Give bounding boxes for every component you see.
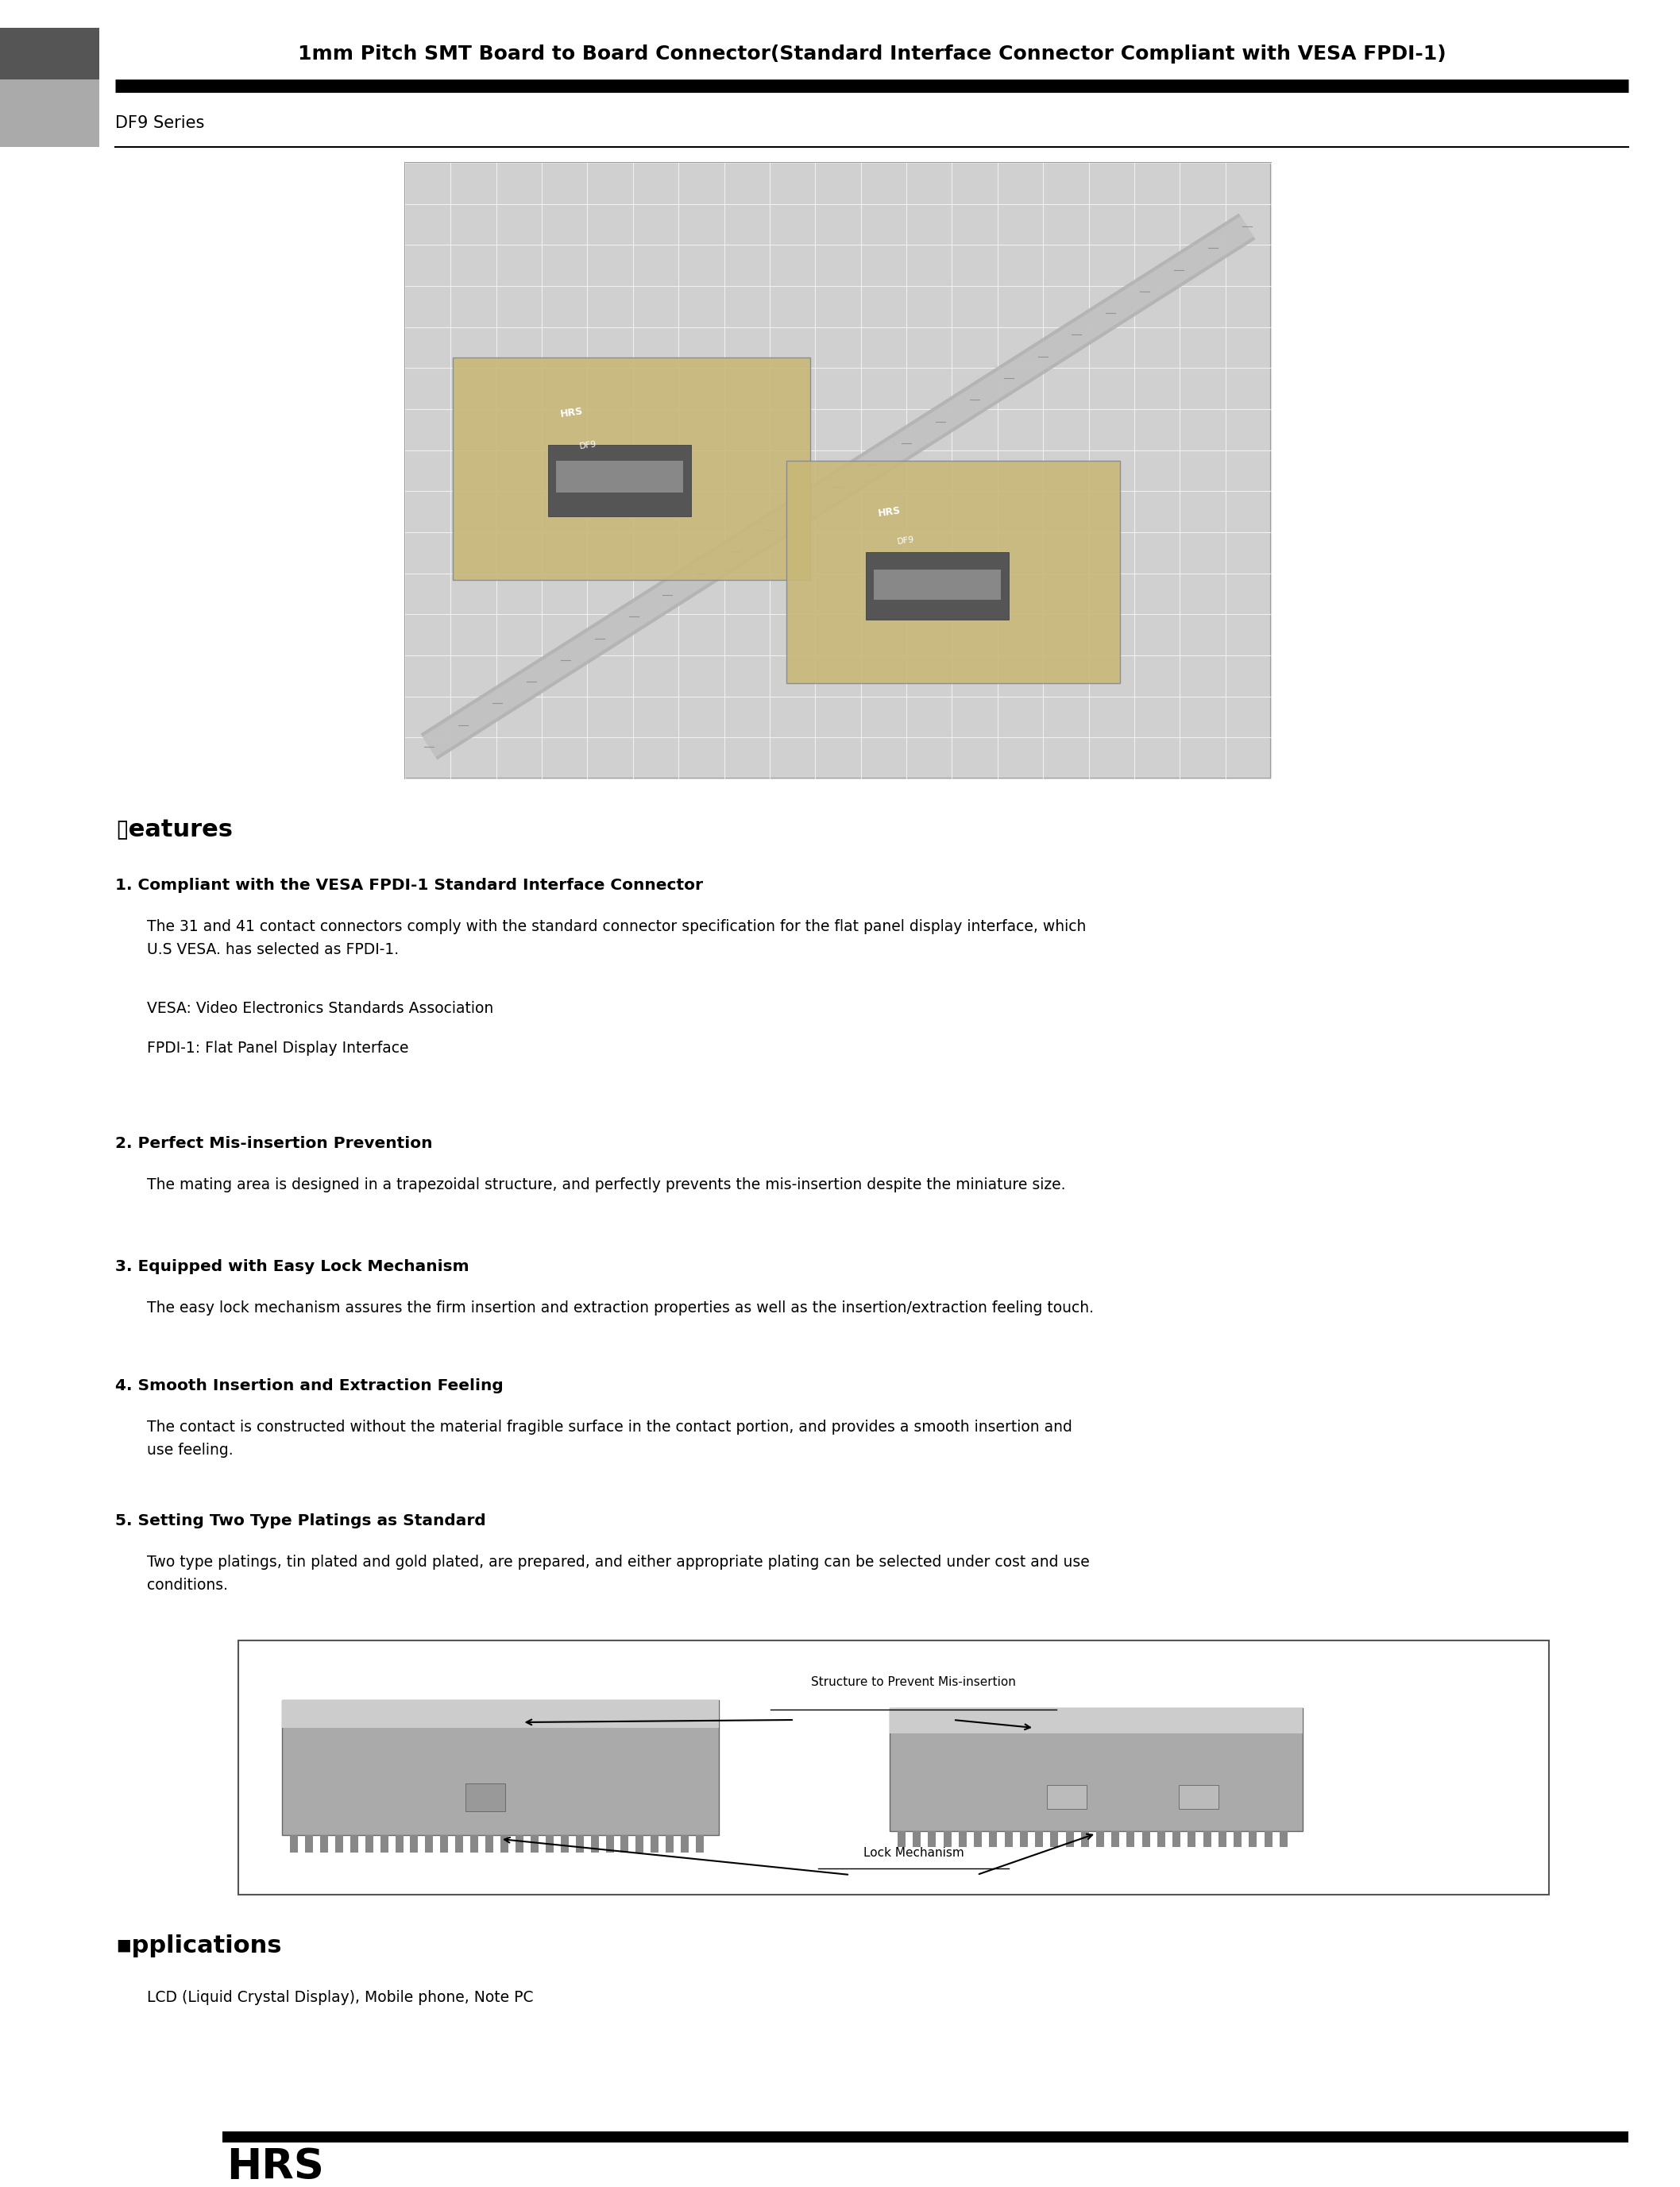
Text: HRS: HRS bbox=[227, 2145, 324, 2187]
Bar bbox=[1280, 1831, 1287, 1848]
Text: Structure to Prevent Mis-insertion: Structure to Prevent Mis-insertion bbox=[811, 1675, 1016, 1688]
Text: The contact is constructed without the material fragible surface in the contact : The contact is constructed without the m… bbox=[146, 1419, 1072, 1457]
Bar bbox=[1050, 1831, 1058, 1848]
Bar bbox=[319, 1835, 328, 1852]
Bar bbox=[546, 1835, 553, 1852]
Text: 5. Setting Two Type Platings as Standard: 5. Setting Two Type Platings as Standard bbox=[116, 1513, 486, 1529]
FancyBboxPatch shape bbox=[0, 79, 99, 147]
FancyBboxPatch shape bbox=[405, 162, 1272, 779]
Bar bbox=[1080, 1831, 1089, 1848]
FancyBboxPatch shape bbox=[890, 1708, 1302, 1831]
Bar bbox=[486, 1835, 494, 1852]
Text: Two type platings, tin plated and gold plated, are prepared, and either appropri: Two type platings, tin plated and gold p… bbox=[146, 1555, 1090, 1592]
Bar bbox=[1005, 1831, 1013, 1848]
Bar bbox=[959, 1831, 966, 1848]
FancyBboxPatch shape bbox=[1047, 1785, 1087, 1809]
Bar bbox=[1188, 1831, 1196, 1848]
Bar bbox=[1095, 1831, 1104, 1848]
Text: ▯eatures: ▯eatures bbox=[116, 818, 234, 842]
Bar bbox=[591, 1835, 598, 1852]
Bar bbox=[365, 1835, 373, 1852]
Text: 2. Perfect Mis-insertion Prevention: 2. Perfect Mis-insertion Prevention bbox=[116, 1135, 432, 1150]
Bar bbox=[1065, 1831, 1074, 1848]
FancyBboxPatch shape bbox=[454, 356, 810, 580]
Bar bbox=[665, 1835, 674, 1852]
Bar bbox=[501, 1835, 509, 1852]
Bar bbox=[440, 1835, 449, 1852]
FancyBboxPatch shape bbox=[1179, 1785, 1218, 1809]
Bar bbox=[1035, 1831, 1043, 1848]
FancyBboxPatch shape bbox=[239, 1640, 1549, 1894]
FancyBboxPatch shape bbox=[786, 461, 1121, 682]
Bar bbox=[990, 1831, 998, 1848]
Bar bbox=[531, 1835, 538, 1852]
Bar bbox=[1173, 1831, 1181, 1848]
Bar bbox=[395, 1835, 403, 1852]
Text: The 31 and 41 contact connectors comply with the standard connector specificatio: The 31 and 41 contact connectors comply … bbox=[146, 919, 1087, 958]
Bar bbox=[455, 1835, 464, 1852]
Text: DF9: DF9 bbox=[578, 440, 596, 451]
FancyBboxPatch shape bbox=[874, 569, 1001, 599]
Bar bbox=[1233, 1831, 1242, 1848]
Bar bbox=[897, 1831, 906, 1848]
Bar bbox=[470, 1835, 479, 1852]
Text: 4. Smooth Insertion and Extraction Feeling: 4. Smooth Insertion and Extraction Feeli… bbox=[116, 1378, 504, 1393]
Text: 1mm Pitch SMT Board to Board Connector(Standard Interface Connector Compliant wi: 1mm Pitch SMT Board to Board Connector(S… bbox=[297, 44, 1446, 63]
Bar bbox=[696, 1835, 704, 1852]
Bar bbox=[410, 1835, 418, 1852]
Text: 1. Compliant with the VESA FPDI-1 Standard Interface Connector: 1. Compliant with the VESA FPDI-1 Standa… bbox=[116, 877, 702, 892]
Bar bbox=[635, 1835, 643, 1852]
Bar bbox=[606, 1835, 613, 1852]
Bar bbox=[1265, 1831, 1272, 1848]
Bar bbox=[1020, 1831, 1028, 1848]
Bar bbox=[1203, 1831, 1211, 1848]
Text: FPDI-1: Flat Panel Display Interface: FPDI-1: Flat Panel Display Interface bbox=[146, 1041, 408, 1056]
Bar bbox=[1158, 1831, 1166, 1848]
Bar bbox=[944, 1831, 951, 1848]
Bar bbox=[927, 1831, 936, 1848]
Bar bbox=[1248, 1831, 1257, 1848]
Bar bbox=[306, 1835, 312, 1852]
Bar bbox=[680, 1835, 689, 1852]
FancyBboxPatch shape bbox=[548, 444, 690, 516]
Text: ▪pplications: ▪pplications bbox=[116, 1933, 282, 1957]
FancyBboxPatch shape bbox=[465, 1782, 506, 1811]
Bar bbox=[291, 1835, 297, 1852]
FancyBboxPatch shape bbox=[865, 551, 1008, 619]
Text: Lock Mechanism: Lock Mechanism bbox=[864, 1848, 964, 1859]
Text: LCD (Liquid Crystal Display), Mobile phone, Note PC: LCD (Liquid Crystal Display), Mobile pho… bbox=[146, 1990, 533, 2005]
Text: VESA: Video Electronics Standards Association: VESA: Video Electronics Standards Associ… bbox=[146, 1002, 494, 1017]
Bar bbox=[974, 1831, 981, 1848]
Bar bbox=[349, 1835, 358, 1852]
Text: The easy lock mechanism assures the firm insertion and extraction properties as : The easy lock mechanism assures the firm… bbox=[146, 1301, 1094, 1317]
Bar bbox=[425, 1835, 433, 1852]
Text: HRS: HRS bbox=[559, 407, 585, 420]
Bar bbox=[380, 1835, 388, 1852]
Bar bbox=[334, 1835, 343, 1852]
Bar bbox=[620, 1835, 628, 1852]
Bar bbox=[516, 1835, 524, 1852]
Text: DF9: DF9 bbox=[897, 536, 914, 545]
Bar bbox=[576, 1835, 583, 1852]
FancyBboxPatch shape bbox=[282, 1699, 719, 1728]
FancyBboxPatch shape bbox=[890, 1708, 1302, 1734]
Text: 3. Equipped with Easy Lock Mechanism: 3. Equipped with Easy Lock Mechanism bbox=[116, 1260, 469, 1275]
Bar bbox=[561, 1835, 568, 1852]
FancyBboxPatch shape bbox=[556, 461, 684, 492]
Bar bbox=[1142, 1831, 1149, 1848]
Bar bbox=[912, 1831, 921, 1848]
FancyBboxPatch shape bbox=[282, 1699, 719, 1835]
FancyBboxPatch shape bbox=[0, 28, 99, 147]
Bar bbox=[1127, 1831, 1134, 1848]
Text: DF9 Series: DF9 Series bbox=[116, 116, 205, 131]
Bar bbox=[1218, 1831, 1226, 1848]
Bar bbox=[650, 1835, 659, 1852]
Bar bbox=[1112, 1831, 1119, 1848]
Text: HRS: HRS bbox=[877, 505, 902, 518]
Text: The mating area is designed in a trapezoidal structure, and perfectly prevents t: The mating area is designed in a trapezo… bbox=[146, 1177, 1065, 1192]
